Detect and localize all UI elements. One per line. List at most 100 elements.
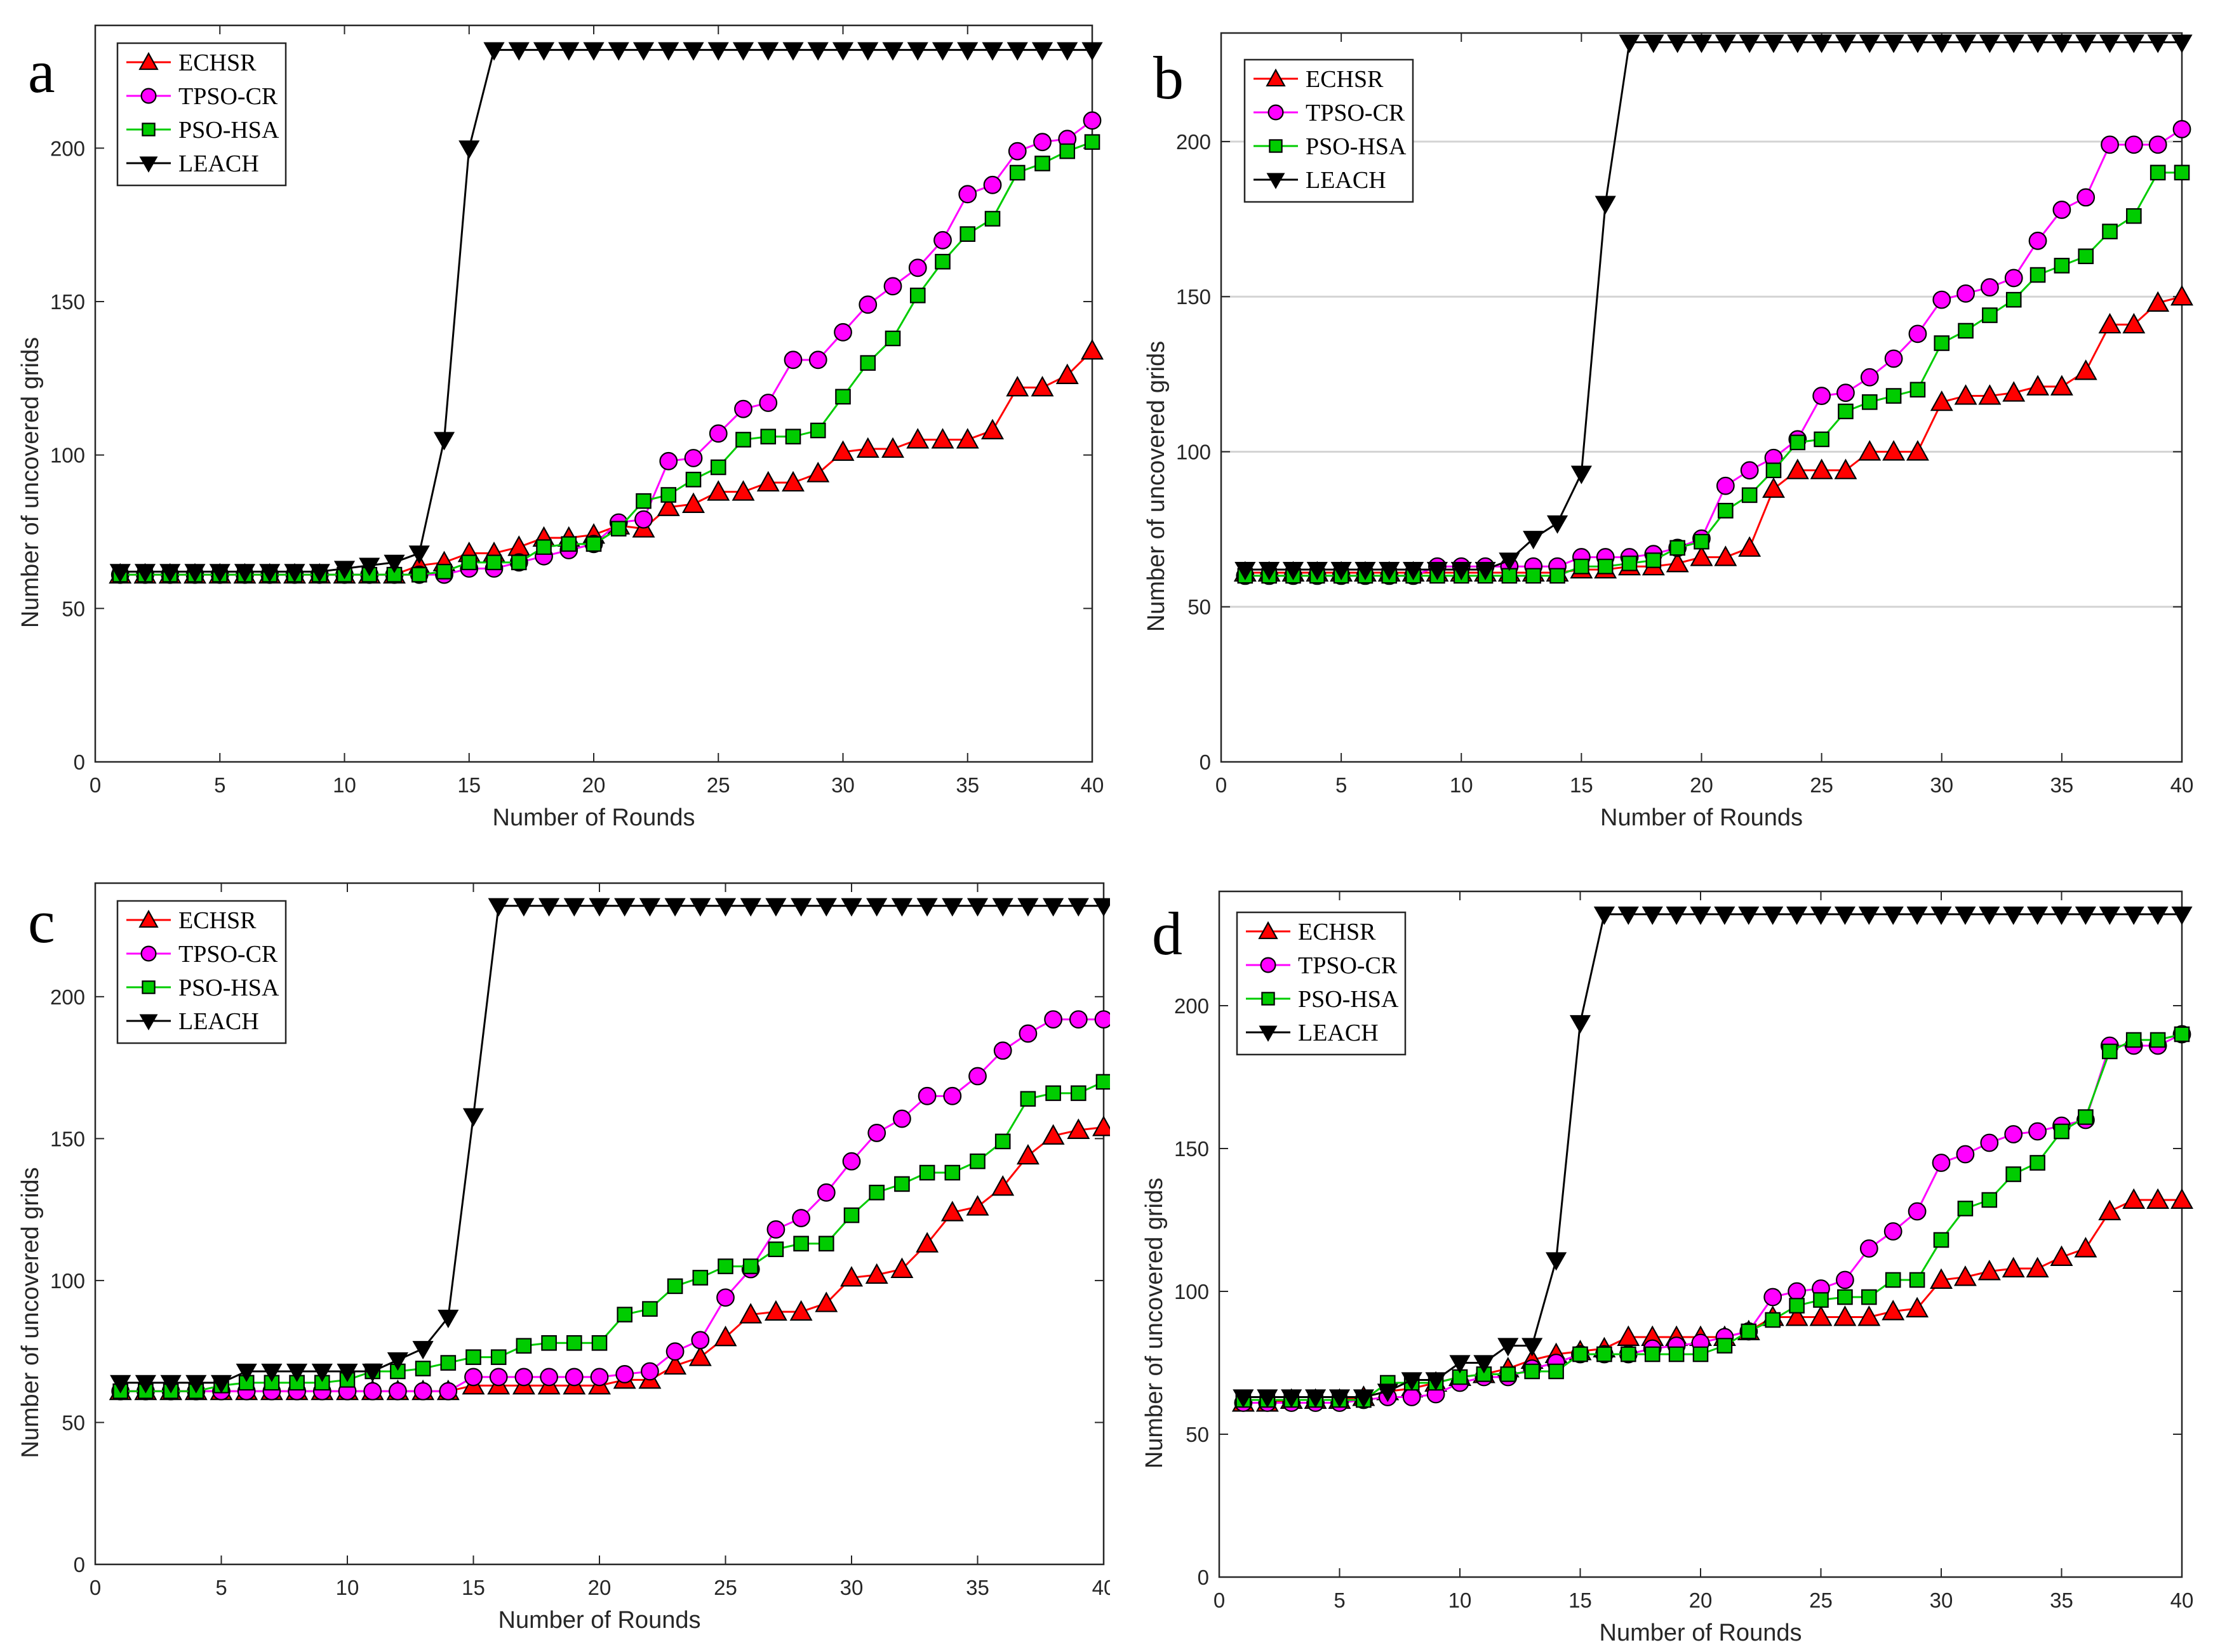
data-point <box>766 1220 786 1239</box>
data-point <box>1884 349 1903 368</box>
data-point <box>784 350 803 370</box>
data-point <box>931 428 954 449</box>
data-point <box>1861 394 1878 410</box>
data-point <box>408 545 430 564</box>
data-point <box>1977 1260 2001 1281</box>
x-tick-label: 35 <box>2050 773 2074 797</box>
data-point <box>337 1363 358 1382</box>
data-point <box>490 1349 507 1365</box>
y-tick-label: 200 <box>50 985 85 1009</box>
panel-letter: a <box>28 37 55 105</box>
data-point <box>1020 1091 1036 1107</box>
chart-svg-a: 0 5 10 15 20 25 30 35 40 0 50 100 150 200 Number of Ro… <box>17 24 1104 826</box>
data-point <box>1034 156 1050 171</box>
data-point <box>1070 1085 1087 1102</box>
data-point <box>1617 906 1639 925</box>
data-point <box>2074 359 2097 380</box>
data-point <box>2099 906 2120 925</box>
data-point <box>135 1375 156 1394</box>
data-point <box>942 898 963 917</box>
data-point <box>735 432 751 448</box>
data-point <box>981 418 1004 439</box>
data-point <box>2170 1188 2193 1209</box>
legend-label: PSO-HSA <box>1306 133 1407 160</box>
data-point <box>540 1368 558 1387</box>
y-tick-label: 50 <box>62 597 85 620</box>
y-axis-title: Number of uncovered grids <box>1141 1178 1168 1469</box>
x-tick-label: 0 <box>1215 773 1227 797</box>
data-point <box>565 1368 584 1387</box>
chart-panel-a: 0 5 10 15 20 25 30 35 40 0 50 100 150 200 Number of Ro… <box>0 0 1110 826</box>
data-point <box>865 1263 888 1284</box>
data-point <box>1930 390 1953 411</box>
data-point <box>513 898 535 917</box>
data-point <box>1549 568 1565 584</box>
data-point <box>636 493 652 509</box>
data-point <box>970 1153 986 1169</box>
data-point <box>533 42 555 61</box>
data-point <box>742 1258 759 1274</box>
data-point <box>682 492 705 513</box>
data-point <box>1907 34 1929 53</box>
data-point <box>919 1164 935 1181</box>
data-point <box>1281 1389 1302 1408</box>
data-point <box>815 898 837 917</box>
data-point <box>909 288 926 303</box>
data-point <box>2050 906 2073 925</box>
data-point <box>1763 34 1784 53</box>
data-point <box>2098 1199 2122 1220</box>
series-line <box>1243 1033 2183 1401</box>
data-point <box>538 898 560 917</box>
data-point <box>362 1363 384 1382</box>
series-pso-hsa <box>112 1074 1110 1399</box>
data-point <box>259 564 281 583</box>
data-point <box>739 1303 763 1324</box>
chart-panel-d: 0 5 10 15 20 25 30 35 40 0 50 100 150 200 Number of Ro… <box>1110 826 2220 1652</box>
data-point <box>664 1354 687 1375</box>
axes-frame <box>94 882 1105 1566</box>
data-point <box>1714 906 1735 925</box>
data-point <box>2005 1166 2021 1182</box>
data-point <box>236 1363 257 1382</box>
data-point <box>1885 388 1902 404</box>
x-tick-label: 10 <box>333 773 356 797</box>
data-point <box>412 1341 434 1360</box>
data-point <box>1789 1298 1805 1314</box>
data-point <box>1690 34 1713 53</box>
data-point <box>1667 34 1688 53</box>
data-point <box>764 1300 787 1321</box>
data-point <box>1908 324 1927 343</box>
data-point <box>932 42 954 61</box>
series-leach <box>110 898 1110 1394</box>
data-point <box>1497 1338 1519 1357</box>
data-point <box>1019 1024 1038 1043</box>
data-point <box>1955 906 1976 925</box>
data-point <box>1787 34 1809 53</box>
data-point <box>691 1331 710 1350</box>
data-point <box>1403 561 1424 581</box>
chart-svg-c: 0 5 10 15 20 25 30 35 40 0 50 100 150 200 Number of Ro… <box>17 882 1110 1634</box>
data-point <box>516 1338 532 1354</box>
data-point <box>1933 1232 1949 1248</box>
data-point <box>818 1236 834 1252</box>
data-point <box>791 898 812 917</box>
data-point <box>1883 34 1904 53</box>
data-point <box>1666 906 1687 925</box>
data-point <box>2003 34 2024 53</box>
data-point <box>760 429 777 444</box>
data-point <box>1524 1363 1540 1380</box>
data-point <box>1620 1346 1636 1362</box>
data-point <box>433 432 455 451</box>
data-point <box>2028 231 2047 250</box>
data-point <box>1954 384 1977 405</box>
series-tpso-cr <box>111 1010 1110 1401</box>
data-point <box>1932 290 1951 309</box>
x-axis-title: Number of Rounds <box>1600 804 1803 826</box>
series-line <box>120 905 1104 1384</box>
data-point <box>1546 515 1568 534</box>
y-tick-label: 200 <box>1174 994 1209 1018</box>
data-point <box>541 1335 557 1351</box>
data-point <box>688 1345 712 1366</box>
y-axis-title: Number of uncovered grids <box>17 1167 44 1458</box>
data-point <box>1069 1010 1088 1029</box>
